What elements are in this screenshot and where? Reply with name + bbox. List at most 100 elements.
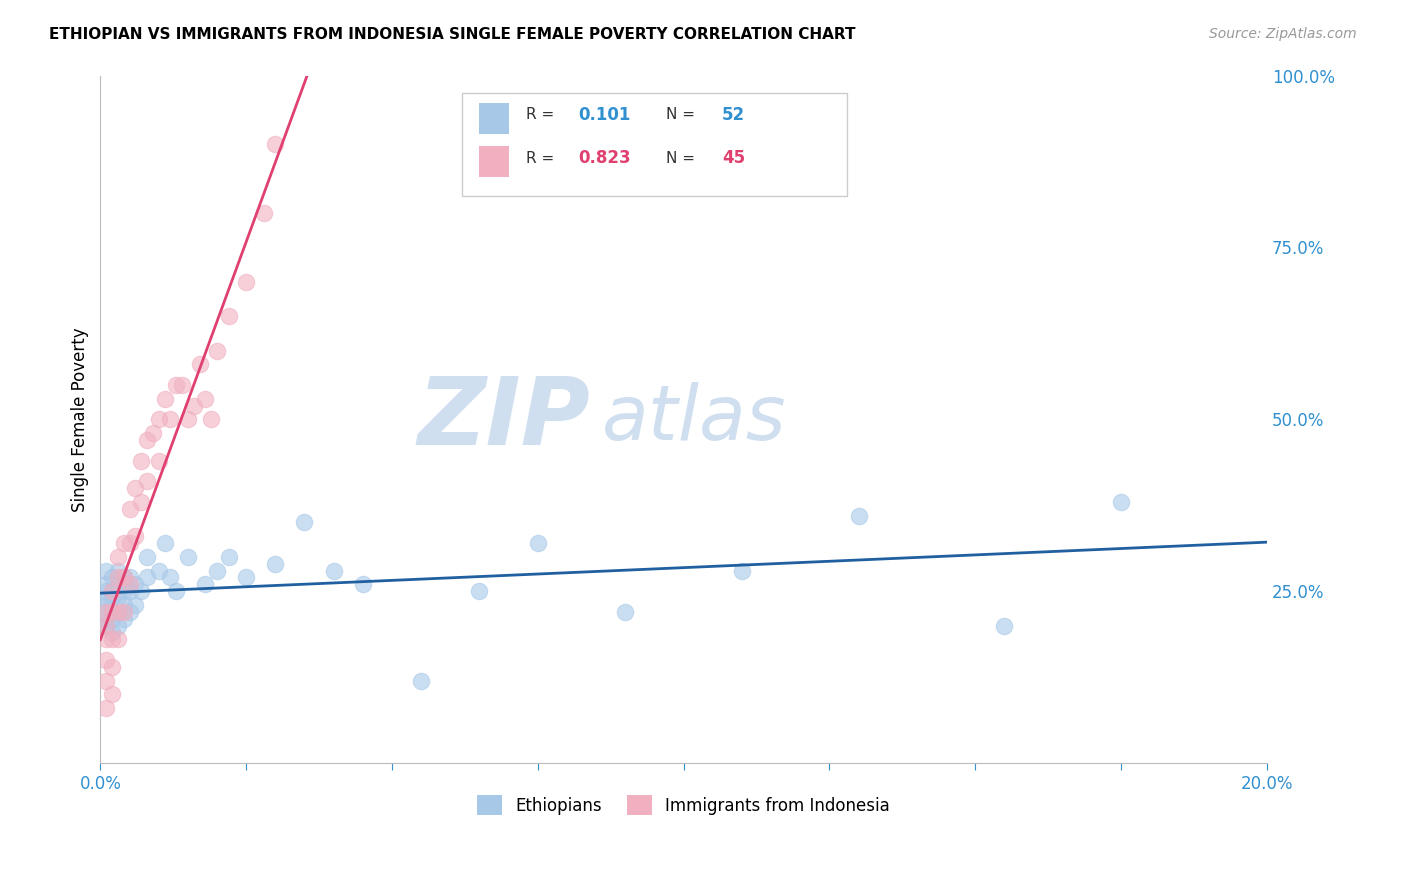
Point [107, 605, 129, 619]
Point [118, 501, 141, 516]
Text: R =: R = [526, 107, 560, 122]
Point [194, 392, 217, 406]
Point [129, 584, 152, 599]
Point [205, 343, 228, 358]
Point [411, 673, 433, 688]
Point [101, 625, 124, 640]
Point [124, 529, 146, 543]
Point [101, 584, 124, 599]
Point [159, 412, 181, 426]
Point [136, 474, 159, 488]
Point [177, 549, 200, 564]
Point [96, 618, 118, 632]
FancyBboxPatch shape [463, 93, 846, 196]
Point [148, 453, 170, 467]
Point [118, 605, 141, 619]
Text: 45: 45 [723, 149, 745, 167]
Point [148, 564, 170, 578]
Text: Source: ZipAtlas.com: Source: ZipAtlas.com [1209, 27, 1357, 41]
Point [96, 584, 118, 599]
Point [235, 275, 257, 289]
Point [101, 570, 124, 584]
Point [107, 577, 129, 591]
Point [107, 549, 129, 564]
Point [527, 536, 550, 550]
Point [118, 536, 141, 550]
Text: atlas: atlas [602, 383, 786, 457]
Point [107, 605, 129, 619]
Point [96, 605, 118, 619]
Point [101, 605, 124, 619]
Point [124, 577, 146, 591]
Point [96, 618, 118, 632]
Point [218, 309, 240, 323]
Point [194, 577, 217, 591]
Point [96, 701, 118, 715]
Text: 0.101: 0.101 [579, 106, 631, 124]
Point [101, 660, 124, 674]
Point [264, 557, 287, 571]
Point [96, 632, 118, 647]
Y-axis label: Single Female Poverty: Single Female Poverty [72, 327, 89, 512]
Point [352, 577, 374, 591]
Point [107, 564, 129, 578]
Point [731, 564, 754, 578]
Point [142, 426, 165, 441]
Point [101, 591, 124, 606]
Point [96, 673, 118, 688]
Point [96, 653, 118, 667]
Point [188, 357, 211, 371]
Point [112, 584, 135, 599]
Point [993, 618, 1015, 632]
Point [264, 137, 287, 152]
Point [253, 206, 276, 220]
Point [124, 481, 146, 495]
Point [112, 605, 135, 619]
Point [96, 564, 118, 578]
Point [235, 570, 257, 584]
Point [1109, 495, 1132, 509]
Point [136, 549, 159, 564]
Point [165, 584, 187, 599]
Point [112, 536, 135, 550]
Text: N =: N = [666, 107, 700, 122]
Point [153, 536, 176, 550]
Point [107, 591, 129, 606]
Point [107, 570, 129, 584]
Text: N =: N = [666, 151, 700, 166]
Text: 0.823: 0.823 [579, 149, 631, 167]
Point [112, 570, 135, 584]
Point [614, 605, 637, 619]
Point [153, 392, 176, 406]
Bar [479, 103, 509, 134]
Point [468, 584, 491, 599]
Text: ETHIOPIAN VS IMMIGRANTS FROM INDONESIA SINGLE FEMALE POVERTY CORRELATION CHART: ETHIOPIAN VS IMMIGRANTS FROM INDONESIA S… [49, 27, 856, 42]
Point [112, 598, 135, 612]
Point [118, 584, 141, 599]
Point [205, 564, 228, 578]
Point [218, 549, 240, 564]
Point [118, 570, 141, 584]
Point [124, 598, 146, 612]
Point [165, 378, 187, 392]
Point [136, 433, 159, 447]
Point [107, 632, 129, 647]
Point [96, 612, 118, 626]
Point [848, 508, 870, 523]
Legend: Ethiopians, Immigrants from Indonesia: Ethiopians, Immigrants from Indonesia [468, 787, 898, 823]
Point [96, 598, 118, 612]
Point [183, 399, 205, 413]
Point [129, 495, 152, 509]
Point [101, 612, 124, 626]
Point [101, 605, 124, 619]
Point [96, 577, 118, 591]
Bar [479, 146, 509, 177]
Point [101, 632, 124, 647]
Point [96, 605, 118, 619]
Point [200, 412, 222, 426]
Text: ZIP: ZIP [418, 374, 591, 466]
Point [101, 687, 124, 701]
Point [136, 570, 159, 584]
Point [170, 378, 193, 392]
Point [118, 577, 141, 591]
